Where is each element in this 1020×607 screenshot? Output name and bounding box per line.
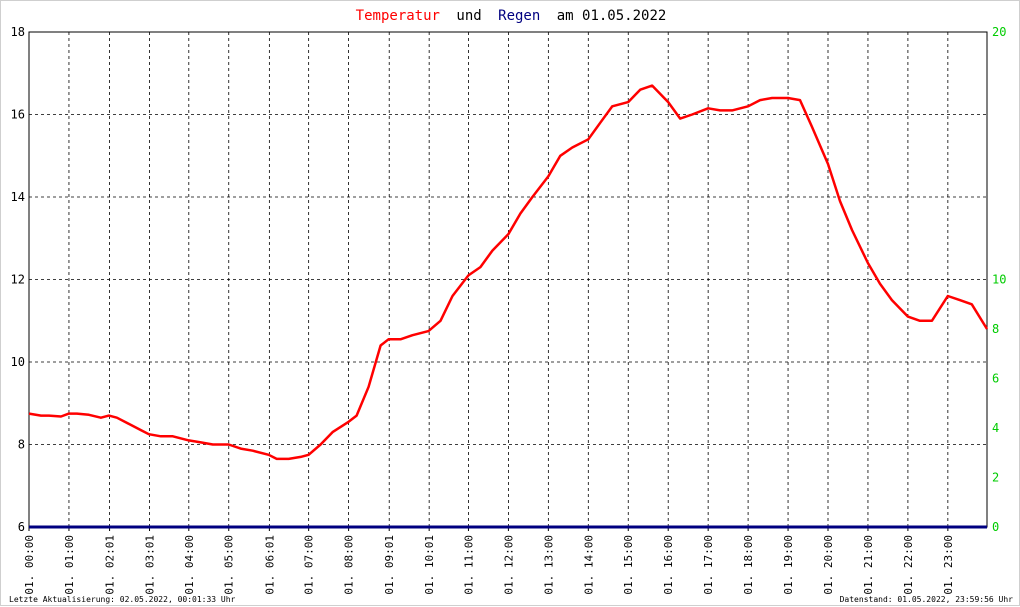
- title-temperature: Temperatur: [356, 8, 440, 24]
- y-right-tick-label: 20: [992, 25, 1006, 39]
- x-tick-label: 01. 09:01: [383, 535, 396, 595]
- x-tick-label: 01. 04:00: [183, 535, 196, 595]
- x-tick-label: 01. 22:00: [902, 535, 915, 595]
- plot-area: 6 8 10 12 14 16 18 0 2 4 6 8 10 20 01. 00:00 01. 01:00 0…: [11, 25, 1007, 595]
- y-left-tick-label: 12: [11, 273, 25, 287]
- x-tick-label: 01. 00:00: [23, 535, 36, 595]
- y-left-tick-label: 18: [11, 25, 25, 39]
- footer-data-status: Datenstand: 01.05.2022, 23:59:56 Uhr: [840, 595, 1014, 604]
- y-right-tick-label: 6: [992, 372, 999, 386]
- x-tick-label: 01. 13:00: [542, 535, 555, 595]
- y-right-tick-label: 10: [992, 273, 1006, 287]
- x-tick-label: 01. 16:00: [662, 535, 675, 595]
- y-left-tick-label: 10: [11, 355, 25, 369]
- y-left-tick-label: 14: [11, 190, 25, 204]
- y-right-tick-label: 0: [992, 520, 999, 534]
- y-right-tick-label: 4: [992, 421, 999, 435]
- x-tick-label: 01. 18:00: [742, 535, 755, 595]
- x-tick-label: 01. 03:01: [144, 535, 157, 595]
- x-tick-label: 01. 17:00: [702, 535, 715, 595]
- y-right-tick-label: 8: [992, 322, 999, 336]
- x-tick-label: 01. 12:00: [502, 535, 515, 595]
- x-tick-label: 01. 15:00: [622, 535, 635, 595]
- chart-title: Temperatur und Regen am 01.05.2022: [356, 8, 667, 24]
- x-tick-label: 01. 20:00: [822, 535, 835, 595]
- y-right-tick-label: 2: [992, 471, 999, 485]
- series-temperature-line: [28, 84, 989, 461]
- x-tick-label: 01. 01:00: [63, 535, 76, 595]
- x-tick-label: 01. 10:01: [423, 535, 436, 595]
- y-left-tick-label: 8: [18, 438, 25, 452]
- title-rain: Regen: [498, 8, 540, 24]
- x-tick-label: 01. 14:00: [582, 535, 595, 595]
- title-date: am 01.05.2022: [557, 8, 667, 24]
- footer-last-update: Letzte Aktualisierung: 02.05.2022, 00:01…: [9, 595, 236, 604]
- x-tick-label: 01. 02:01: [104, 535, 117, 595]
- title-und: und: [456, 8, 481, 24]
- x-tick-label: 01. 08:00: [343, 535, 356, 595]
- x-tick-label: 01. 23:00: [942, 535, 955, 595]
- x-tick-label: 01. 06:01: [263, 535, 276, 595]
- x-tick-label: 01. 05:00: [223, 535, 236, 595]
- y-left-tick-label: 6: [18, 520, 25, 534]
- x-tick-label: 01. 21:00: [862, 535, 875, 595]
- x-tick-label: 01. 19:00: [782, 535, 795, 595]
- x-tick-label: 01. 07:00: [303, 535, 316, 595]
- x-tick-label: 01. 11:00: [462, 535, 475, 595]
- y-left-tick-label: 16: [11, 108, 25, 122]
